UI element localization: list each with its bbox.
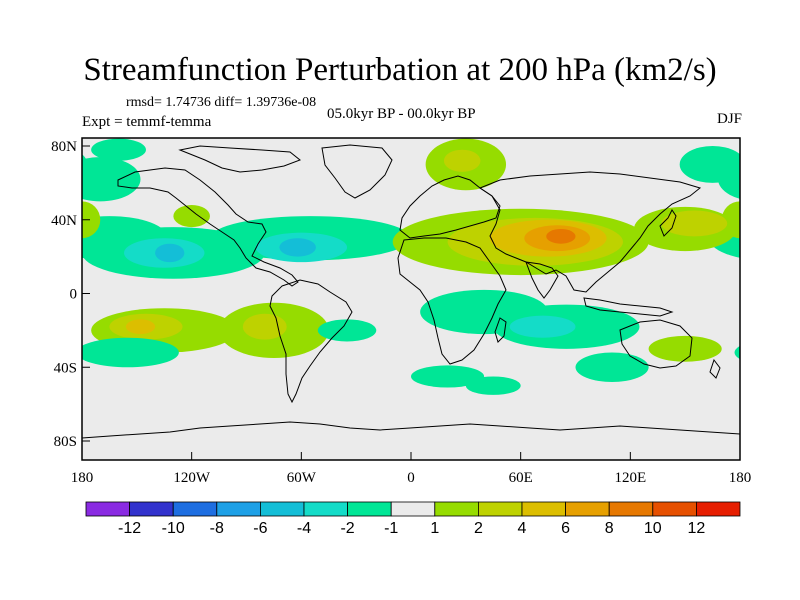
colorbar-swatch xyxy=(347,501,392,517)
colorbar-swatch xyxy=(303,501,348,517)
colorbar-swatch xyxy=(259,501,305,517)
field-contour-n-pacific-high-lat xyxy=(82,157,141,202)
colorbar-label: 10 xyxy=(644,520,662,537)
colorbar: -12 -10 -8 -6 -4 -2 -1 1 2 4 6 8 10 12 xyxy=(85,501,741,537)
coastline-new-zealand xyxy=(709,358,721,379)
chart-title: Streamfunction Perturbation at 200 hPa (… xyxy=(83,52,717,88)
colorbar-swatch xyxy=(172,501,218,517)
y-axis: 80N 40N 0 40S 80S xyxy=(51,139,90,450)
colorbar-label: -10 xyxy=(162,520,185,537)
field-contour-central-pacific-low-core xyxy=(155,243,185,263)
field-layer xyxy=(0,138,800,395)
field-contour-aus-low xyxy=(575,352,649,382)
colorbar-swatch xyxy=(565,501,610,517)
field-contour-s-pacific-high-4 xyxy=(784,319,800,334)
x-tick-label: 120E xyxy=(614,470,646,486)
colorbar-swatch xyxy=(216,501,261,517)
coastline-madagascar xyxy=(494,317,507,343)
colorbar-swatch xyxy=(85,501,130,517)
field-contour-central-pacific-low xyxy=(782,238,800,268)
colorbar-label: -12 xyxy=(118,520,141,537)
x-tick-label: 180 xyxy=(729,470,752,486)
field-contour-s-pacific-south-east xyxy=(0,336,64,362)
field-contour-s-america-high-2 xyxy=(242,313,287,340)
field-contour-s-pacific-high xyxy=(749,308,800,352)
field-contour-arctic-europe-high-2 xyxy=(443,149,481,172)
y-tick-label: 40S xyxy=(54,360,77,376)
field-contour-arctic-east xyxy=(679,146,740,183)
colorbar-label: 1 xyxy=(430,520,439,537)
field-contour-subtropical-band-pacific xyxy=(740,227,800,279)
field-contour-s-pacific-high-2 xyxy=(767,314,800,340)
coastline-antarctica xyxy=(82,421,740,439)
colorbar-label: 6 xyxy=(561,520,570,537)
field-contour-s-pacific-low-south xyxy=(82,337,179,368)
field-contour-s-pacific-high-4 xyxy=(125,319,156,335)
field-contour-s-pacific-low-south xyxy=(734,345,740,360)
coastline-africa xyxy=(397,237,507,365)
x-tick-label: 180 xyxy=(71,470,94,486)
colorbar-label: 4 xyxy=(518,520,527,537)
colorbar-swatch xyxy=(521,501,566,517)
coastline-australia xyxy=(619,319,693,369)
y-tick-label: 0 xyxy=(70,287,78,303)
y-tick-label: 80N xyxy=(51,139,77,155)
coastline-south-america xyxy=(269,279,353,404)
coastline-japan xyxy=(659,209,677,237)
x-tick-label: 120W xyxy=(173,470,211,486)
field-contour-southern-indian-low-2 xyxy=(509,315,576,338)
experiment-label: Expt = temmf-temma xyxy=(82,114,212,130)
colorbar-label: -2 xyxy=(340,520,354,537)
colorbar-swatch xyxy=(434,501,479,517)
field-contour-asia-high-8 xyxy=(546,228,576,244)
field-contour-west-pacific-high-2 xyxy=(661,210,728,237)
colorbar-label: 8 xyxy=(605,520,614,537)
season-label: DJF xyxy=(716,111,742,127)
x-tick-label: 60W xyxy=(287,470,317,486)
x-axis: 180 120W 60W 0 60E 120E 180 xyxy=(71,452,752,486)
coastline-canada-arctic xyxy=(178,145,301,173)
colorbar-swatch xyxy=(129,501,174,517)
field-contour-arctic-east xyxy=(82,154,88,175)
field-contour-south-atlantic-low xyxy=(317,319,377,342)
y-tick-label: 40N xyxy=(51,213,77,229)
colorbar-swatch xyxy=(652,501,697,517)
coastline-greenland xyxy=(321,144,393,199)
colorbar-swatch xyxy=(477,501,523,517)
coastline-indonesia xyxy=(583,297,674,317)
x-tick-label: 0 xyxy=(407,470,415,486)
coastline-asia xyxy=(478,171,702,293)
coastline-north-america xyxy=(117,167,299,287)
map-background xyxy=(82,138,740,460)
y-tick-label: 80S xyxy=(54,434,77,450)
colorbar-swatch xyxy=(608,501,654,517)
coastlines xyxy=(82,144,740,439)
field-contour-s-indian-south-2 xyxy=(465,376,521,395)
field-contour-n-pacific-west xyxy=(82,201,101,239)
field-contour-s-pacific-south-east xyxy=(648,335,722,362)
coastline-india xyxy=(525,261,559,299)
field-contour-north-atlantic-low-core xyxy=(279,238,316,257)
colorbar-label: 2 xyxy=(474,520,483,537)
colorbar-label: -6 xyxy=(253,520,267,537)
colorbar-swatch xyxy=(696,501,741,517)
field-contour-north-atlantic-west xyxy=(91,138,146,161)
colorbar-label: -4 xyxy=(297,520,311,537)
colorbar-swatch xyxy=(390,501,436,517)
colorbar-label: -8 xyxy=(210,520,224,537)
colorbar-label: 12 xyxy=(688,520,706,537)
colorbar-label: -1 xyxy=(384,520,398,537)
field-contour-s-indian-south xyxy=(411,365,485,388)
period-label: 05.0kyr BP - 00.0kyr BP xyxy=(327,106,476,122)
field-contour-n-pacific-east-high xyxy=(173,205,210,228)
field-contour-north-atlantic-west xyxy=(749,139,800,161)
x-tick-label: 60E xyxy=(509,470,533,486)
stats-line: rmsd= 1.74736 diff= 1.39736e-08 xyxy=(126,95,317,110)
